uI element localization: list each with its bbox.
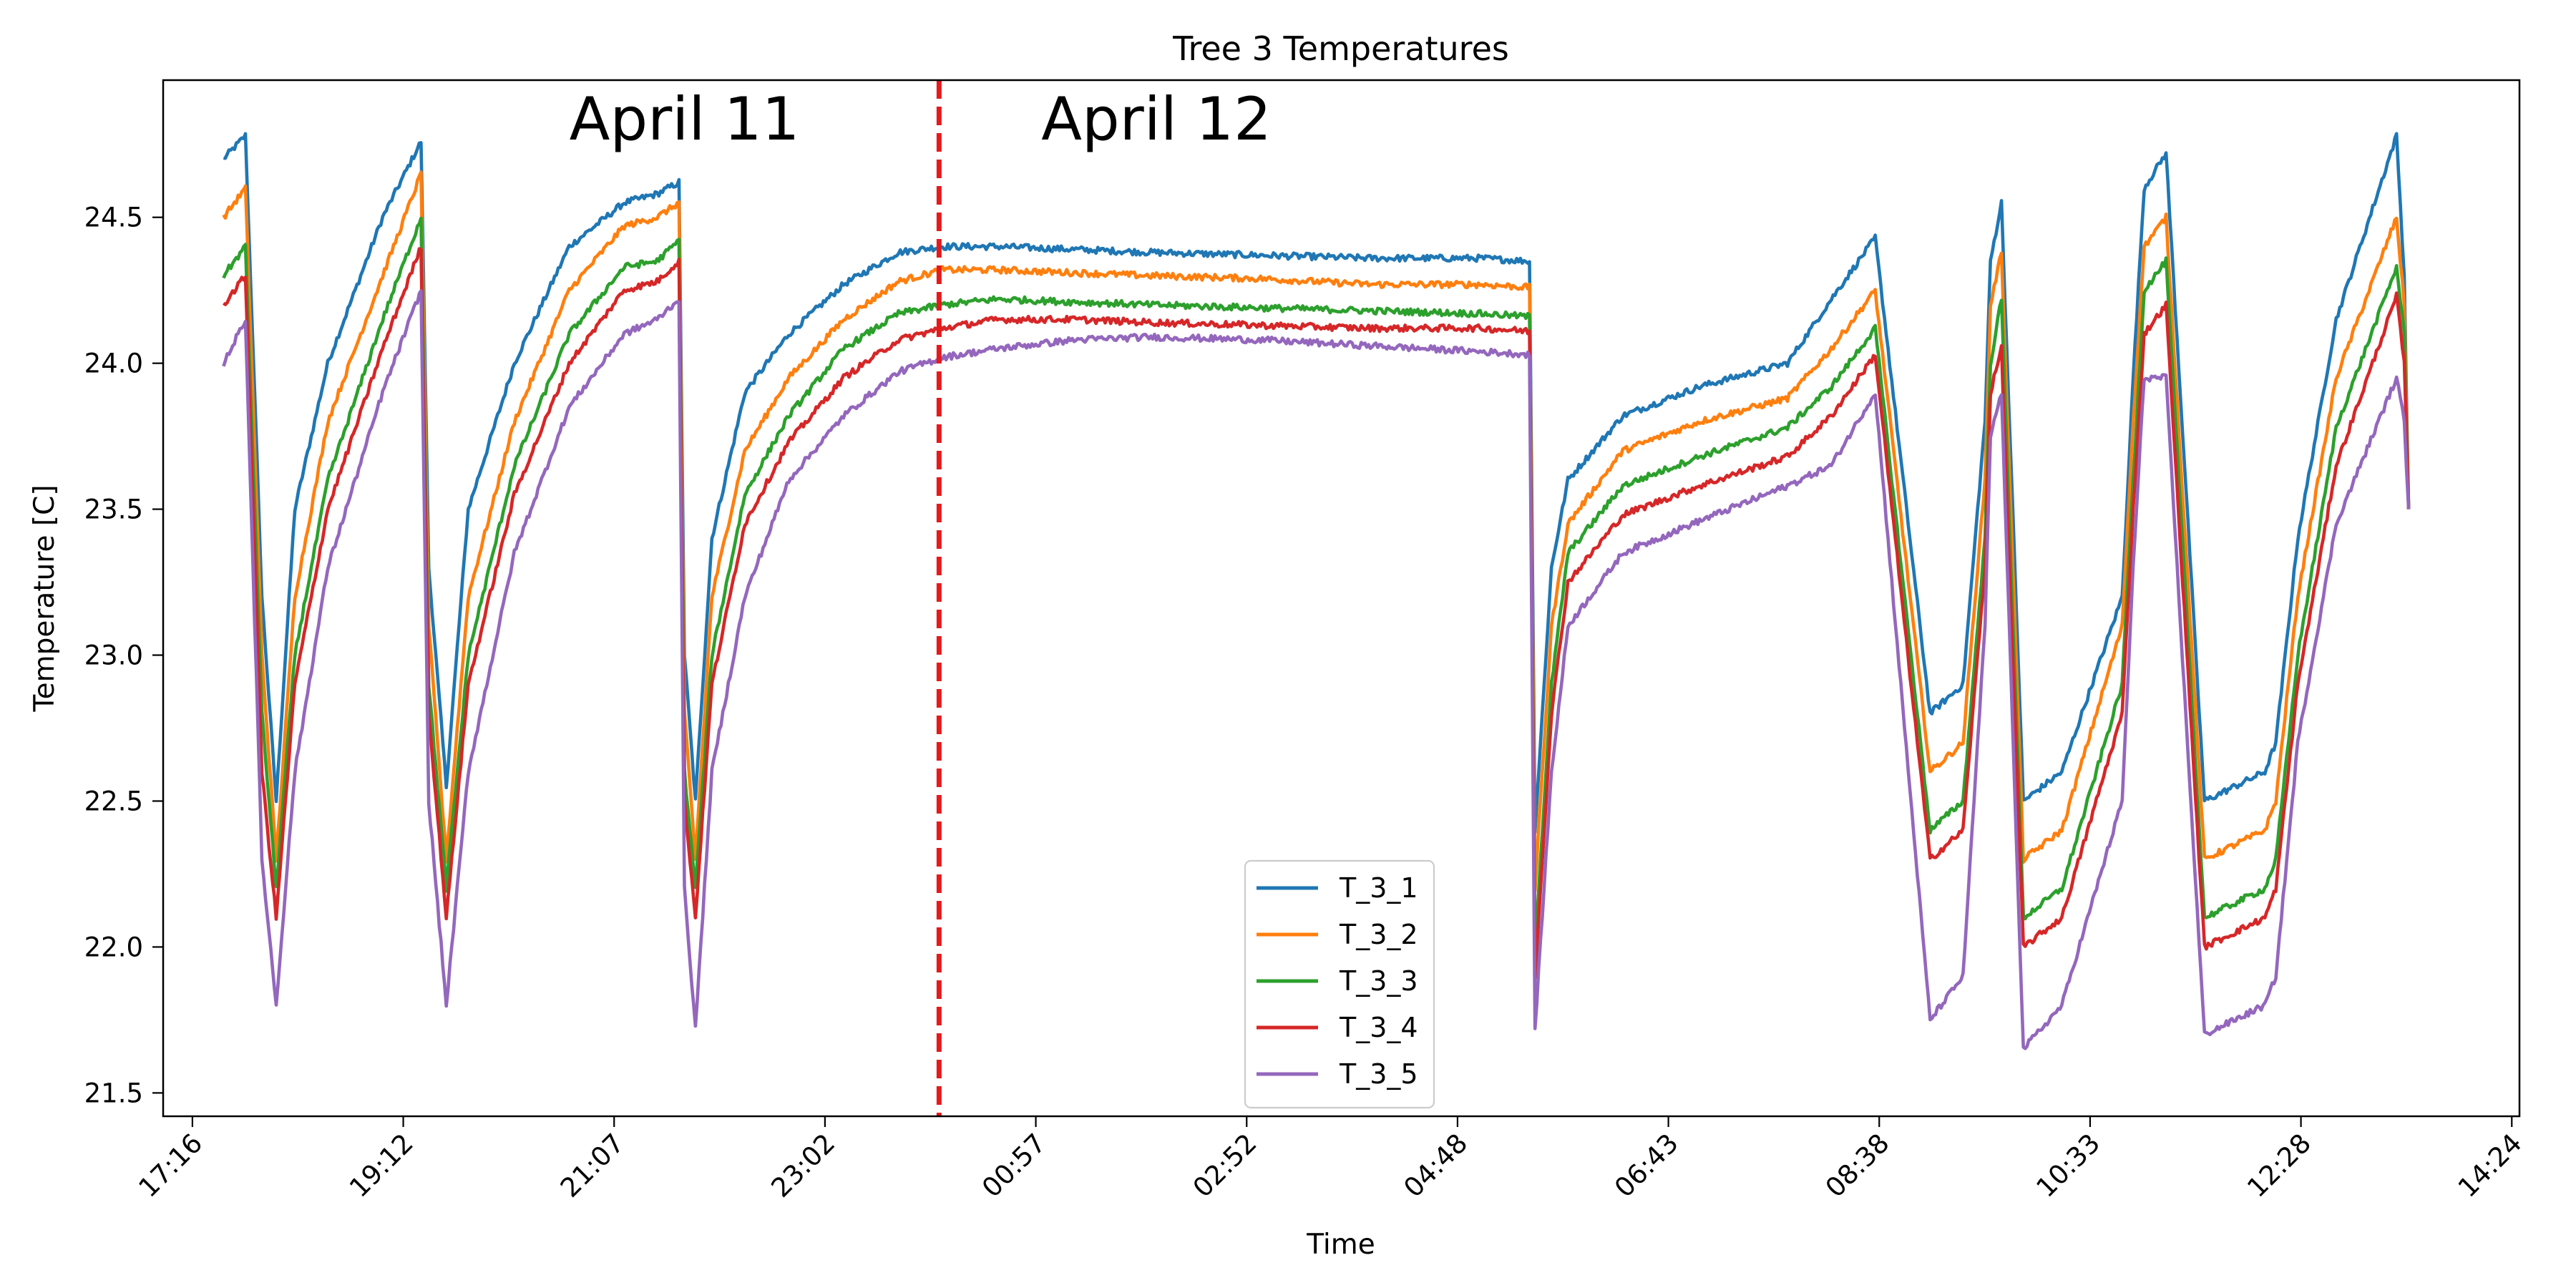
legend-label: T_3_4 [1339,1012,1418,1043]
y-axis-title: Temperature [C] [29,484,61,712]
series-line-t-3-5 [222,289,2411,1050]
annotation-layer: April 11 April 12 [570,84,1272,154]
legend-label: T_3_2 [1339,919,1418,950]
legend: T_3_1 T_3_2 T_3_3 T_3_4 T_3_5 [1244,859,1435,1109]
y-tick-label: 24.5 [84,203,143,233]
legend-label: T_3_3 [1339,965,1418,997]
y-tick-label: 24.0 [84,348,143,379]
plot-area [222,132,2411,1050]
series-line-t-3-2 [222,170,2411,893]
y-tick-label: 21.5 [84,1078,143,1108]
y-tick-label: 23.5 [84,494,143,525]
y-tick-label: 22.5 [84,786,143,816]
legend-label: T_3_5 [1339,1058,1418,1090]
day-label-2: April 12 [1041,84,1272,154]
y-axis: 21.5 22.0 22.5 23.0 23.5 24.0 24.5 [84,203,163,1108]
day-label-1: April 11 [570,84,800,154]
y-tick-label: 22.0 [84,932,143,962]
chart-title: Tree 3 Temperatures [1172,29,1509,68]
series-line-t-3-3 [222,216,2411,950]
legend-box [1244,859,1435,1109]
x-axis-title: Time [1306,1229,1375,1261]
series-line-t-3-1 [223,132,2411,834]
y-tick-label: 23.0 [84,640,143,671]
legend-label: T_3_1 [1339,872,1418,904]
plot-frame [162,79,2521,1118]
series-line-t-3-4 [223,247,2411,980]
